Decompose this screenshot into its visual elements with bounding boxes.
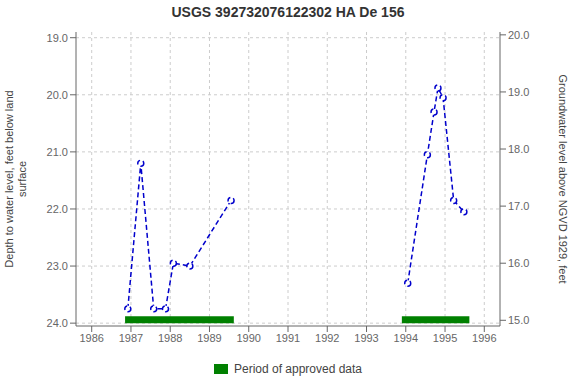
html-text:Period of approved data: Period of approved data [234, 362, 362, 376]
svg-text:1992: 1992 [315, 332, 339, 344]
svg-text:1993: 1993 [354, 332, 378, 344]
svg-text:18.0: 18.0 [508, 143, 529, 155]
svg-text:20.0: 20.0 [47, 89, 68, 101]
svg-text:17.0: 17.0 [508, 200, 529, 212]
svg-text:15.0: 15.0 [508, 314, 529, 326]
svg-text:19.0: 19.0 [47, 32, 68, 44]
html-text:USGS 392732076122302 HA De 156: USGS 392732076122302 HA De 156 [171, 4, 405, 20]
svg-text:1989: 1989 [197, 332, 221, 344]
svg-text:21.0: 21.0 [47, 146, 68, 158]
html-text:Groundwater level above NGVD 1: Groundwater level above NGVD 1929, feet [556, 74, 569, 284]
svg-text:20.0: 20.0 [508, 29, 529, 41]
svg-text:1994: 1994 [394, 332, 418, 344]
svg-text:23.0: 23.0 [47, 260, 68, 272]
svg-text:16.0: 16.0 [508, 257, 529, 269]
svg-text:1995: 1995 [433, 332, 457, 344]
svg-text:24.0: 24.0 [47, 317, 68, 329]
svg-text:19.0: 19.0 [508, 86, 529, 98]
svg-text:1988: 1988 [158, 332, 182, 344]
svg-text:1987: 1987 [119, 332, 143, 344]
svg-text:1990: 1990 [236, 332, 260, 344]
html-text:Depth to water level, feet bel: Depth to water level, feet below land su… [3, 90, 28, 268]
svg-text:1991: 1991 [276, 332, 300, 344]
svg-text:1996: 1996 [472, 332, 496, 344]
svg-text:1986: 1986 [79, 332, 103, 344]
svg-text:22.0: 22.0 [47, 203, 68, 215]
